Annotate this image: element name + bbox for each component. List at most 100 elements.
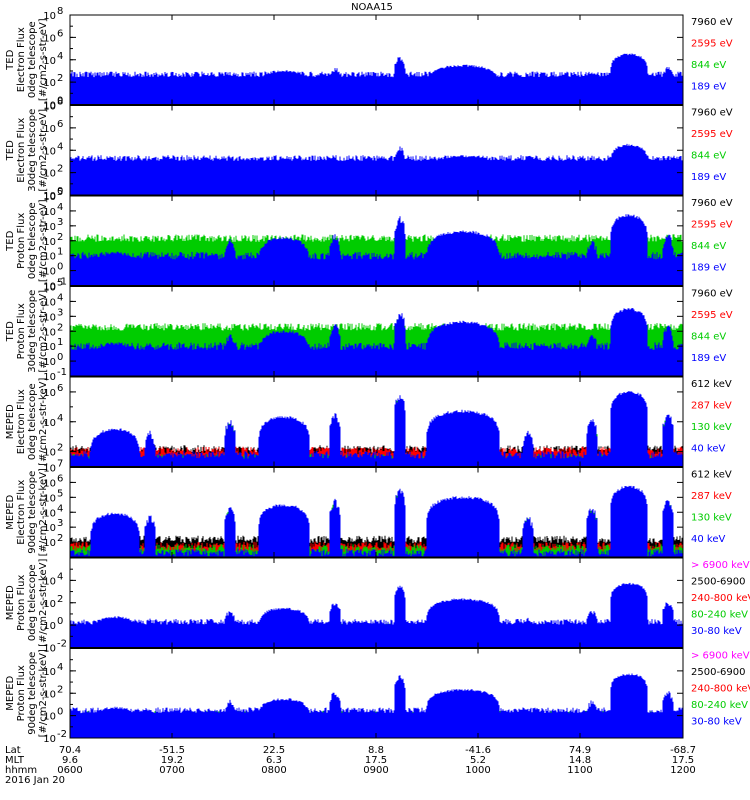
- legend-entry: 40 keV: [691, 534, 725, 545]
- legend-entry: 7960 eV: [691, 17, 733, 28]
- y-axis-label: 0deg telescope: [27, 202, 38, 279]
- x-tick-mlt: 5.2: [470, 755, 486, 766]
- legend-entry: 844 eV: [691, 241, 726, 252]
- legend-entry: 80-240 keV: [691, 700, 748, 711]
- series-group: [70, 391, 683, 467]
- y-tick-label: 10: [43, 282, 56, 293]
- y-tick-exponent: 4: [57, 51, 63, 62]
- y-axis-label: Proton Flux: [16, 303, 27, 359]
- y-tick-label: 10: [43, 712, 56, 723]
- y-axis-label: 90deg telescope: [27, 652, 38, 735]
- y-tick-exponent: 2: [57, 232, 63, 243]
- y-tick-label: 10: [43, 667, 56, 678]
- legend-entry: 844 eV: [691, 332, 726, 343]
- y-axis-label: MEPED: [5, 404, 16, 439]
- y-tick-exponent: 2: [57, 443, 63, 454]
- y-tick-label: 10: [43, 689, 56, 700]
- legend-entry: 189 eV: [691, 263, 726, 274]
- y-axis-label: [#/cm2-s-str-eV]: [38, 290, 49, 373]
- x-tick-mlt: 6.3: [266, 755, 282, 766]
- y-axis-label: 0deg telescope: [27, 21, 38, 98]
- y-axis-label: Electron Flux: [16, 389, 27, 454]
- y-tick-label: 10: [43, 222, 56, 233]
- legend-entry: 7960 eV: [691, 289, 733, 300]
- y-tick-label: 10: [43, 207, 56, 218]
- x-tick-lat: 70.4: [59, 745, 81, 756]
- y-tick-label: 10: [43, 169, 56, 180]
- y-tick-exponent: 0: [57, 707, 63, 718]
- y-axis-label: TED: [5, 49, 16, 70]
- x-tick-mlt: 14.8: [569, 755, 591, 766]
- y-tick-label: 10: [43, 192, 56, 203]
- y-tick-exponent: 2: [57, 322, 63, 333]
- y-axis-label: 90deg telescope: [27, 471, 38, 554]
- y-tick-exponent: 0: [57, 186, 63, 197]
- legend-entry: 612 keV: [691, 470, 732, 481]
- x-tick-hhmm: 1000: [465, 765, 490, 776]
- x-tick-lat: 8.8: [368, 745, 384, 756]
- legend-entry: 7960 eV: [691, 108, 733, 119]
- y-tick-exponent: 6: [57, 383, 63, 394]
- series-group: [70, 53, 683, 105]
- legend-entry: 2500-6900: [691, 577, 746, 588]
- y-tick-exponent: 0: [57, 262, 63, 273]
- y-axis-label: TED: [5, 140, 16, 161]
- y-tick-exponent: 6: [57, 28, 63, 39]
- x-row-label: Lat: [5, 745, 21, 756]
- legend-entry: 189 eV: [691, 353, 726, 364]
- x-tick-mlt: 9.6: [62, 755, 78, 766]
- y-tick-exponent: 4: [57, 503, 63, 514]
- y-tick-label: 10: [43, 493, 56, 504]
- legend-entry: 2595 eV: [691, 39, 733, 50]
- x-row-label: 2016 Jan 20: [5, 775, 65, 786]
- series-trace-5: [70, 582, 683, 648]
- y-tick-exponent: 4: [57, 413, 63, 424]
- series-trace-4: [70, 53, 683, 105]
- legend-entry: 189 eV: [691, 82, 726, 93]
- y-tick-label: 10: [43, 283, 56, 294]
- y-axis-label: [#/cm2-s-str-eV]: [38, 199, 49, 282]
- y-tick-exponent: 5: [57, 187, 63, 198]
- y-axis-label: [#/cm2-s-str-keV]: [38, 649, 49, 737]
- legend-entry: 7960 eV: [691, 198, 733, 209]
- series-trace-5: [70, 673, 683, 738]
- y-axis-label: MEPED: [5, 494, 16, 529]
- y-tick-label: 10: [43, 78, 56, 89]
- y-axis-label: TED: [5, 321, 16, 342]
- legend-entry: 844 eV: [691, 60, 726, 71]
- y-axis-label: Proton Flux: [16, 665, 27, 721]
- y-axis-label: Electron Flux: [16, 480, 27, 545]
- y-axis-label: Proton Flux: [16, 213, 27, 269]
- x-tick-lat: 74.9: [569, 745, 591, 756]
- x-tick-hhmm: 1200: [670, 765, 695, 776]
- y-tick-exponent: 5: [57, 278, 63, 289]
- y-tick-exponent: 6: [57, 119, 63, 130]
- y-tick-exponent: 3: [57, 307, 63, 318]
- series-trace-4: [70, 391, 683, 467]
- y-tick-exponent: 7: [57, 459, 63, 470]
- y-tick-label: 10: [43, 124, 56, 135]
- y-tick-label: 10: [43, 464, 56, 475]
- y-tick-label: 10: [43, 11, 56, 22]
- y-tick-label: 10: [43, 418, 56, 429]
- y-tick-label: 10: [43, 523, 56, 534]
- y-tick-exponent: 2: [57, 164, 63, 175]
- y-axis-label: Proton Flux: [16, 575, 27, 631]
- x-tick-mlt: 17.5: [672, 755, 694, 766]
- y-tick-label: 10: [43, 252, 56, 263]
- y-tick-exponent: -2: [57, 729, 67, 740]
- legend-entry: 2595 eV: [691, 129, 733, 140]
- legend-entry: 612 keV: [691, 379, 732, 390]
- series-trace-4: [70, 214, 683, 286]
- y-tick-exponent: 4: [57, 662, 63, 673]
- y-tick-exponent: 2: [57, 533, 63, 544]
- y-tick-label: 10: [43, 478, 56, 489]
